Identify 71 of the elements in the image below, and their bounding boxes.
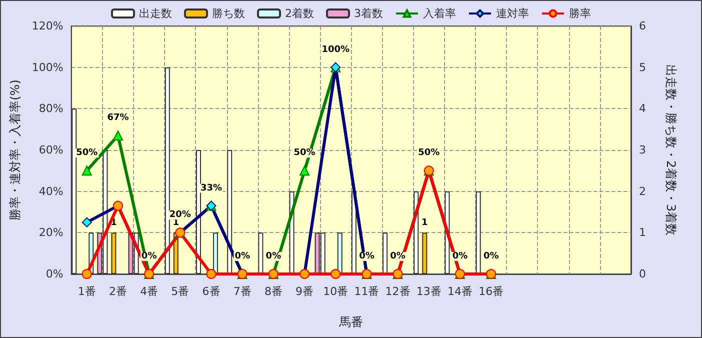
legend-label: 2着数	[285, 7, 314, 20]
data-label: 67%	[107, 113, 129, 124]
x-tick-label: 12番	[385, 285, 410, 298]
y2-axis-title: 出走数・勝ち数・2着数・3着数	[664, 64, 678, 236]
data-label: 0%	[266, 252, 282, 262]
data-label: 0%	[390, 252, 406, 262]
y2-tick-label: 0	[639, 268, 646, 280]
bar	[337, 232, 342, 274]
y2-tick-label: 2	[639, 184, 646, 198]
point	[82, 217, 92, 228]
y-tick-label: 20%	[38, 226, 64, 240]
x-tick-label: 5番	[171, 285, 190, 298]
legend-label: 入着率	[423, 7, 456, 20]
legend-label: 3着数	[354, 7, 383, 20]
y-tick-label: 100%	[32, 60, 64, 74]
x-tick-label: 2番	[108, 285, 127, 298]
point	[300, 166, 310, 176]
data-label: 50%	[76, 148, 98, 158]
point	[82, 269, 92, 279]
y-axis-title: 勝率・連対率・入着率(%)	[8, 80, 22, 220]
y-tick-label: 40%	[38, 184, 64, 198]
data-label: 0%	[483, 252, 499, 262]
x-tick-label: 1番	[78, 285, 96, 298]
point	[206, 269, 216, 279]
point	[330, 269, 341, 279]
data-label: 100%	[322, 44, 350, 55]
bar	[476, 191, 481, 274]
data-label: 0%	[452, 252, 468, 262]
bar	[258, 232, 264, 274]
x-tick-label: 10番	[323, 285, 348, 298]
y-tick-label: 80%	[38, 102, 64, 116]
x-tick-label: 4番	[140, 285, 158, 298]
bar	[111, 232, 116, 274]
y2-tick-label: 3	[639, 144, 646, 156]
y2-tick-label: 4	[639, 102, 646, 116]
point	[112, 130, 123, 141]
legend-label: 連対率	[496, 7, 529, 20]
x-tick-label: 16番	[478, 285, 504, 298]
y-tick-label: 120%	[32, 20, 64, 32]
legend-label: 出走数	[139, 7, 172, 20]
data-label: 33%	[200, 183, 222, 194]
y-tick-label: 60%	[38, 144, 64, 156]
bar	[72, 108, 77, 274]
data-label: 0%	[234, 252, 250, 262]
data-label: 0%	[359, 252, 374, 262]
bar	[213, 232, 218, 274]
legend-label: 勝ち数	[212, 7, 245, 20]
data-label: 0%	[141, 252, 157, 262]
x-tick-label: 14番	[447, 285, 472, 298]
x-tick-label: 6番	[202, 285, 220, 298]
data-label: 50%	[418, 148, 440, 158]
data-label: 20%	[169, 210, 191, 220]
bar	[227, 150, 232, 274]
y2-tick-label: 1	[639, 226, 646, 240]
x-tick-label: 11番	[354, 285, 380, 298]
y2-tick-label: 6	[639, 20, 646, 32]
x-tick-label: 13番	[416, 285, 442, 298]
y2-tick-label: 5	[639, 60, 646, 74]
legend-label: 勝率	[569, 7, 591, 20]
bar	[422, 232, 428, 274]
x-tick-label: 8番	[264, 285, 282, 298]
y-tick-label: 0%	[46, 268, 64, 280]
x-tick-label: 7番	[233, 285, 252, 298]
bar	[196, 150, 202, 274]
data-label: 50%	[294, 148, 316, 158]
x-tick-label: 9番	[296, 285, 314, 298]
x-axis-title: 馬番	[338, 315, 364, 329]
data-label: 1	[422, 218, 428, 228]
point	[82, 166, 92, 176]
bar	[382, 232, 388, 274]
bar	[164, 67, 170, 274]
